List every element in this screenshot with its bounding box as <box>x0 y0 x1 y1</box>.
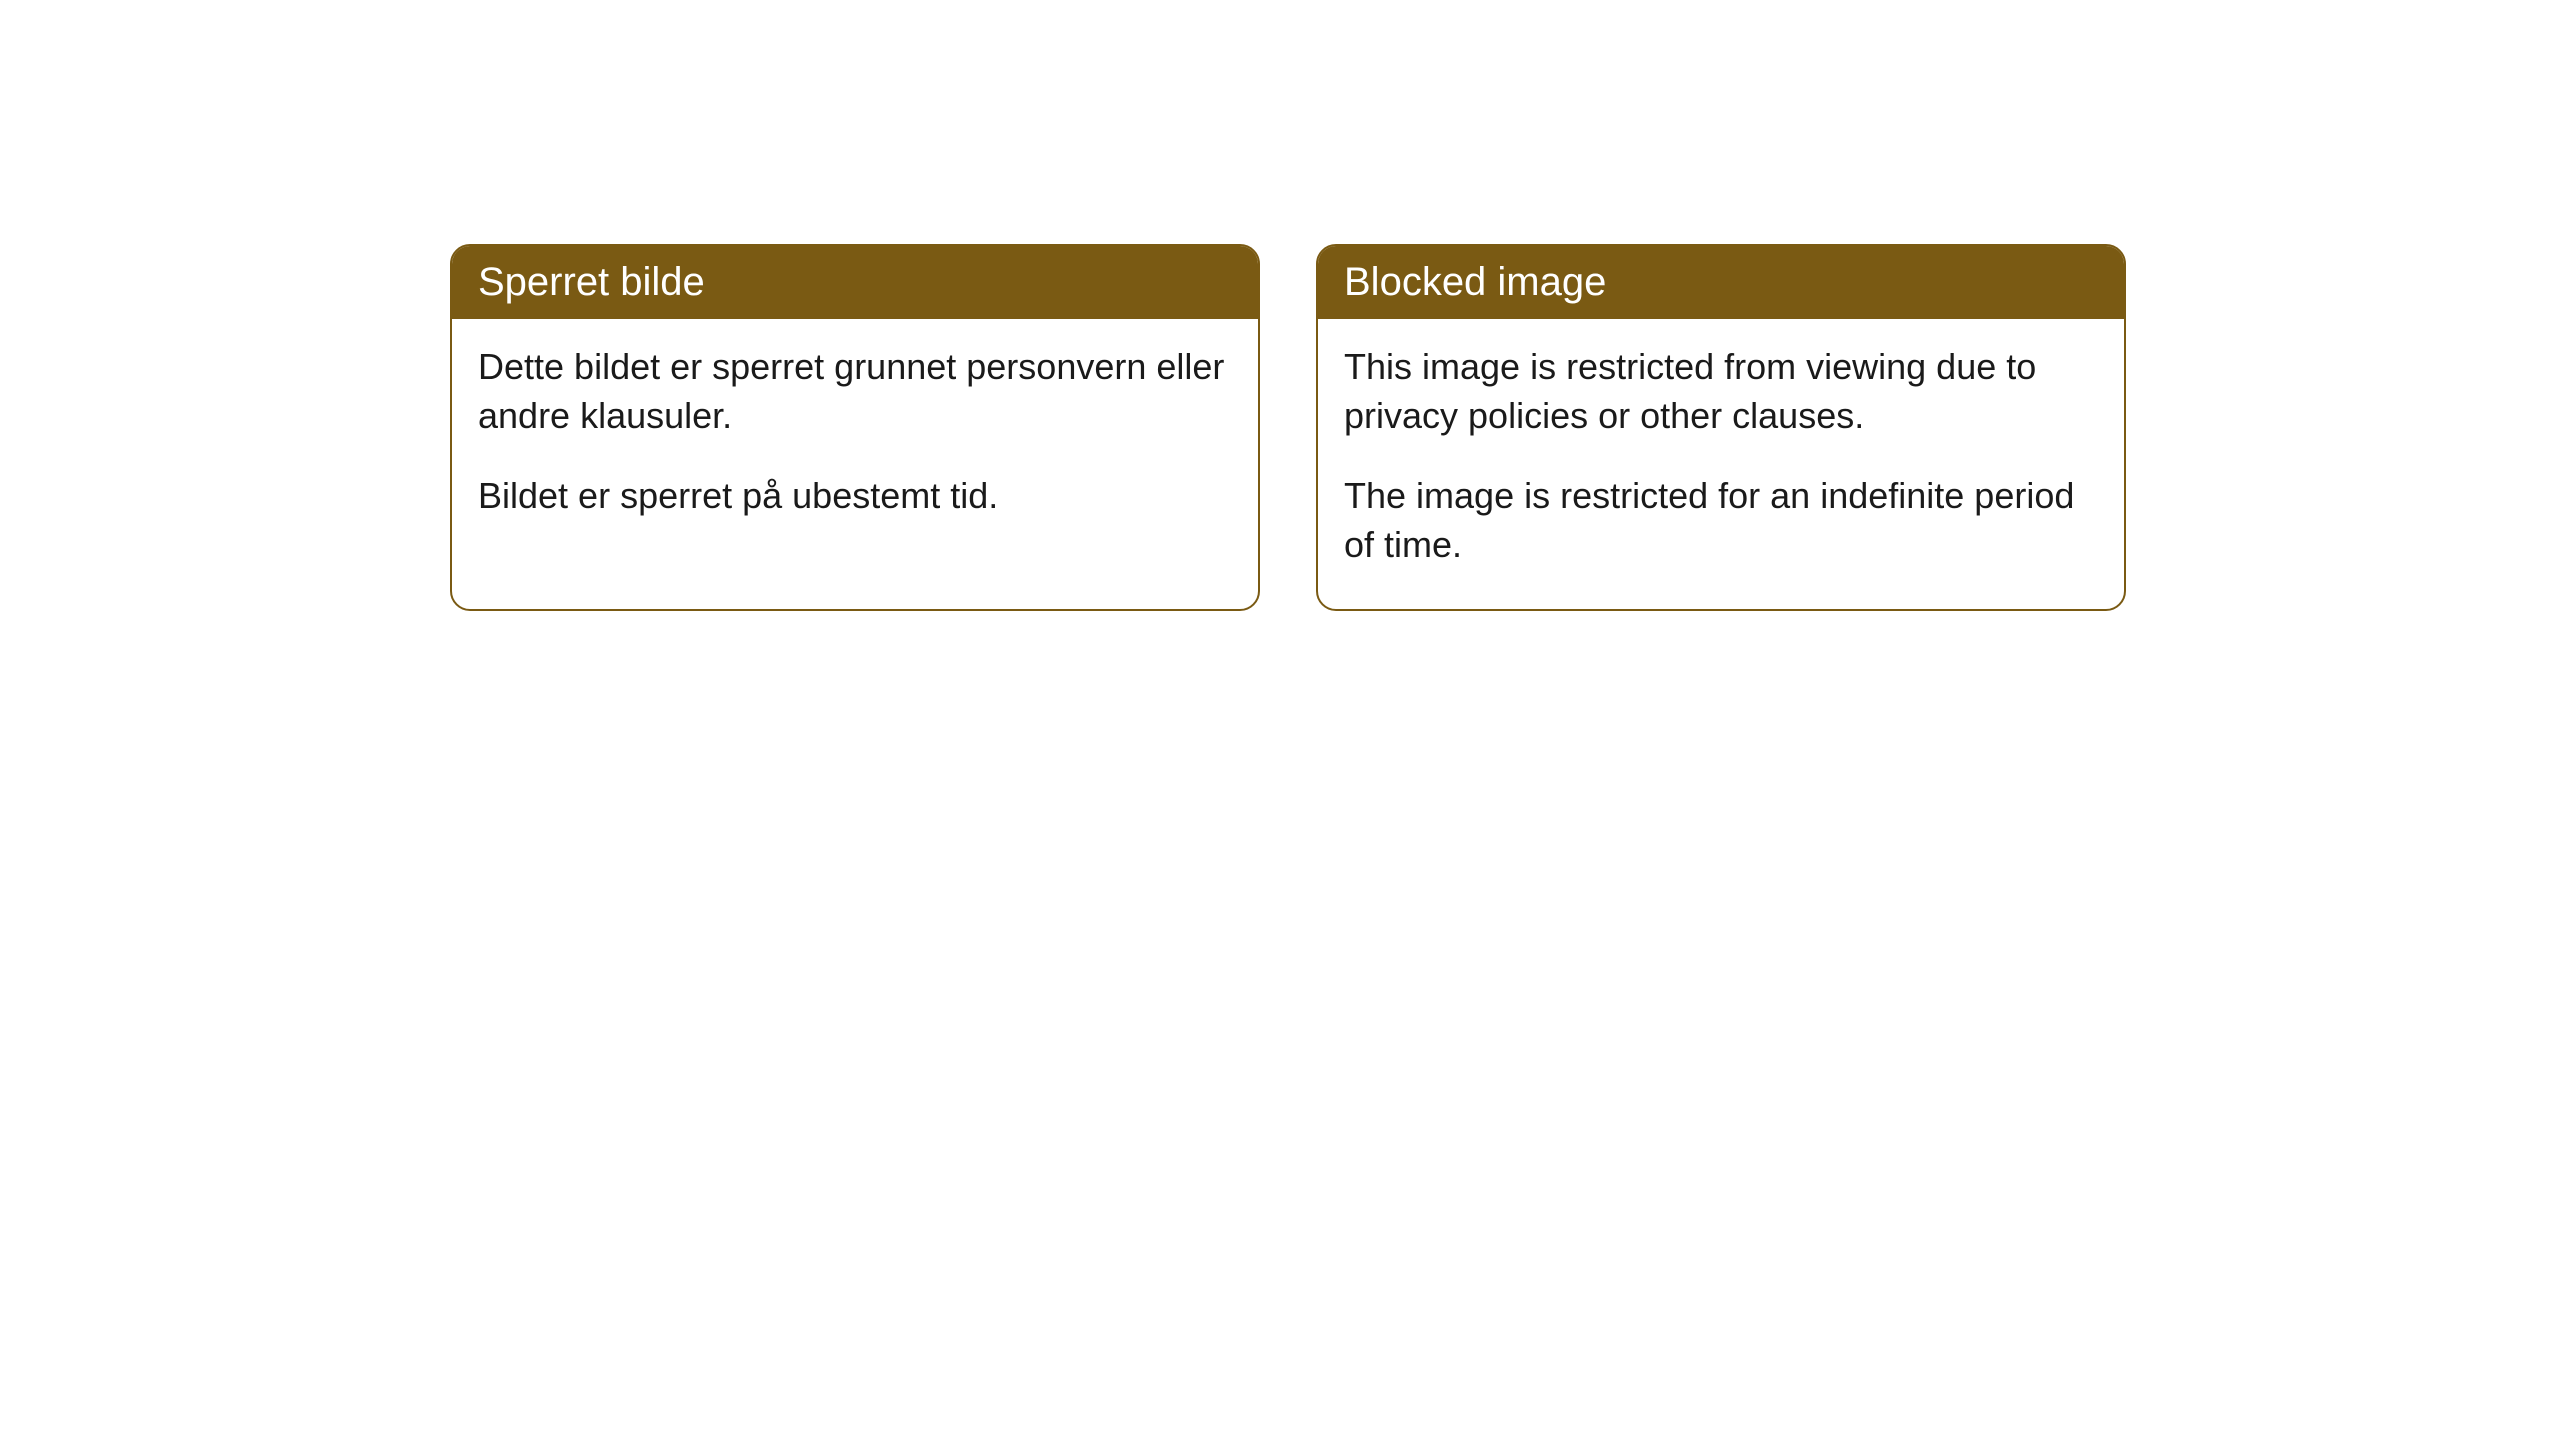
notice-cards-container: Sperret bilde Dette bildet er sperret gr… <box>0 0 2560 611</box>
card-paragraph-2: The image is restricted for an indefinit… <box>1344 472 2098 569</box>
card-paragraph-1: Dette bildet er sperret grunnet personve… <box>478 343 1232 440</box>
card-paragraph-1: This image is restricted from viewing du… <box>1344 343 2098 440</box>
blocked-image-card-english: Blocked image This image is restricted f… <box>1316 244 2126 611</box>
card-header-norwegian: Sperret bilde <box>452 246 1258 319</box>
card-body-english: This image is restricted from viewing du… <box>1318 319 2124 609</box>
card-title: Blocked image <box>1344 260 1606 304</box>
blocked-image-card-norwegian: Sperret bilde Dette bildet er sperret gr… <box>450 244 1260 611</box>
card-header-english: Blocked image <box>1318 246 2124 319</box>
card-title: Sperret bilde <box>478 260 705 304</box>
card-body-norwegian: Dette bildet er sperret grunnet personve… <box>452 319 1258 561</box>
card-paragraph-2: Bildet er sperret på ubestemt tid. <box>478 472 1232 521</box>
